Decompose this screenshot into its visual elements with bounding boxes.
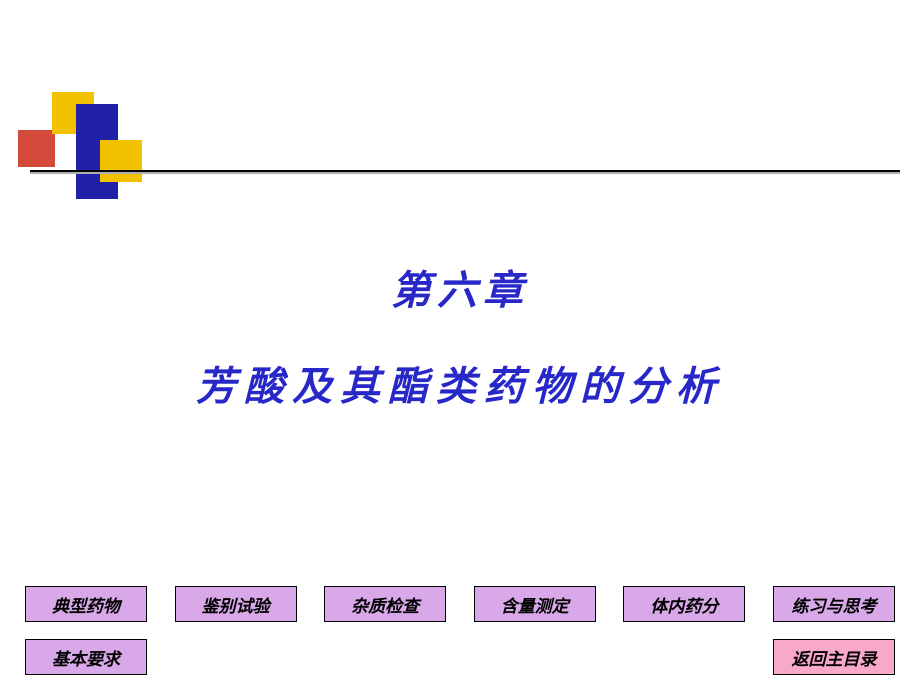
nav-identification[interactable]: 鉴别试验 — [175, 586, 297, 622]
nav-return-main[interactable]: 返回主目录 — [773, 639, 895, 675]
chapter-subtitle: 芳酸及其酯类药物的分析 — [0, 354, 920, 412]
chapter-title: 第六章 — [0, 258, 920, 316]
nav-row-top: 典型药物 鉴别试验 杂质检查 含量测定 体内药分 练习与思考 — [25, 586, 895, 622]
corner-decoration — [30, 92, 150, 192]
yellow-square-2 — [100, 140, 142, 182]
nav-impurity-check[interactable]: 杂质检查 — [324, 586, 446, 622]
nav-typical-drugs[interactable]: 典型药物 — [25, 586, 147, 622]
red-square — [18, 130, 55, 167]
nav-exercises[interactable]: 练习与思考 — [773, 586, 895, 622]
horizontal-rule-shadow — [30, 172, 900, 174]
nav-basic-requirements[interactable]: 基本要求 — [25, 639, 147, 675]
nav-row-bottom: 基本要求 返回主目录 — [25, 639, 895, 675]
nav-content-determination[interactable]: 含量测定 — [474, 586, 596, 622]
nav-in-vivo[interactable]: 体内药分 — [623, 586, 745, 622]
